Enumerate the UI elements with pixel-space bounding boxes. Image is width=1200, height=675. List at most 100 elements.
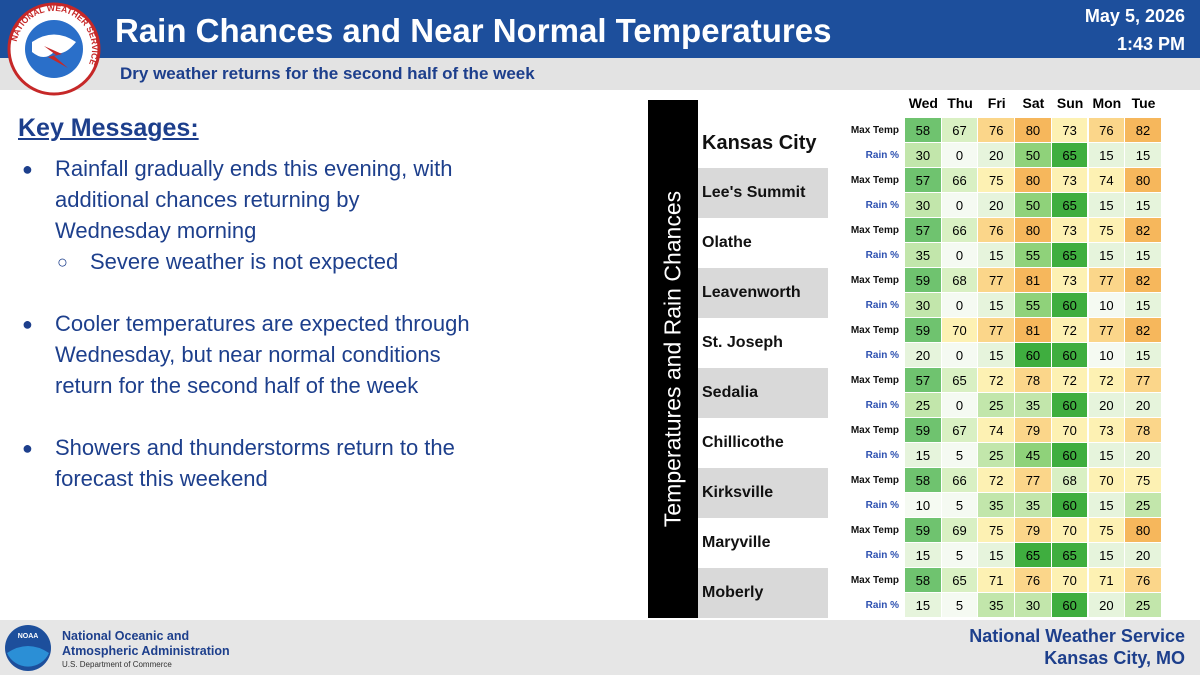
temp-cell: 58	[905, 118, 942, 143]
temp-cell: 72	[978, 368, 1016, 393]
temp-cell: 80	[1015, 168, 1052, 193]
temp-cell: 76	[1088, 118, 1126, 143]
rain-cell: 15	[905, 543, 942, 568]
key-messages-heading: Key Messages:	[18, 114, 199, 142]
rain-cell: 60	[1051, 393, 1089, 418]
temp-cell: 65	[941, 568, 979, 593]
nws-name: National Weather Service	[969, 626, 1185, 646]
sub-bullet-line: Severe weather is not expected	[90, 249, 399, 274]
temp-cell: 57	[905, 168, 942, 193]
temp-cell: 79	[1015, 418, 1052, 443]
temp-cell: 67	[941, 118, 979, 143]
rain-cell: 15	[1088, 193, 1126, 218]
row-label: Max Temp	[828, 418, 905, 443]
row-label: Rain %	[828, 493, 905, 518]
row-label: Max Temp	[828, 268, 905, 293]
temp-cell: 66	[941, 168, 979, 193]
city-name: Chillicothe	[698, 418, 828, 468]
rain-cell: 15	[978, 243, 1016, 268]
temp-cell: 72	[978, 468, 1016, 493]
temp-cell: 80	[1015, 218, 1052, 243]
rain-cell: 15	[978, 543, 1016, 568]
rain-cell: 20	[1125, 393, 1162, 418]
row-label: Max Temp	[828, 318, 905, 343]
rain-cell: 20	[1125, 543, 1162, 568]
bullet-line: Wednesday morning	[55, 218, 257, 243]
bullet-dot: ●	[22, 159, 33, 179]
temp-cell: 68	[1051, 468, 1089, 493]
temp-cell: 81	[1015, 318, 1052, 343]
city-name: Lee's Summit	[698, 168, 828, 218]
temp-cell: 79	[1015, 518, 1052, 543]
rain-cell: 65	[1051, 543, 1089, 568]
side-bar	[648, 100, 698, 618]
temp-cell: 73	[1051, 168, 1089, 193]
bullet-line: Showers and thunderstorms return to the	[55, 435, 455, 460]
temp-cell: 58	[905, 468, 942, 493]
bullet-line: forecast this weekend	[55, 466, 268, 491]
rain-cell: 0	[941, 143, 979, 168]
sub-bullet-dot: ○	[57, 252, 68, 272]
rain-cell: 20	[978, 143, 1016, 168]
temp-cell: 75	[978, 518, 1016, 543]
rain-cell: 15	[1088, 243, 1126, 268]
rain-cell: 10	[905, 493, 942, 518]
rain-cell: 20	[1125, 443, 1162, 468]
temp-cell: 70	[1051, 518, 1089, 543]
rain-cell: 25	[978, 393, 1016, 418]
rain-cell: 15	[1088, 143, 1126, 168]
temp-cell: 75	[978, 168, 1016, 193]
row-label: Rain %	[828, 293, 905, 318]
temp-cell: 77	[1088, 318, 1126, 343]
rain-cell: 0	[941, 243, 979, 268]
row-label: Rain %	[828, 343, 905, 368]
temp-cell: 82	[1125, 268, 1162, 293]
temp-cell: 82	[1125, 118, 1162, 143]
noaa-line: Atmospheric Administration	[62, 644, 230, 658]
temp-cell: 75	[1088, 218, 1126, 243]
noaa-logo: NOAA	[5, 625, 51, 671]
row-label: Rain %	[828, 143, 905, 168]
temp-cell: 82	[1125, 218, 1162, 243]
temp-cell: 77	[1088, 268, 1126, 293]
rain-cell: 15	[1125, 293, 1162, 318]
rain-cell: 45	[1015, 443, 1052, 468]
temp-cell: 75	[1125, 468, 1162, 493]
row-label: Max Temp	[828, 468, 905, 493]
city-name: St. Joseph	[698, 318, 828, 368]
temp-cell: 80	[1015, 118, 1052, 143]
bullet-line: Wednesday, but near normal conditions	[55, 342, 441, 367]
city-name: Kansas City	[698, 118, 828, 168]
temp-cell: 77	[1125, 368, 1162, 393]
rain-cell: 20	[1088, 393, 1126, 418]
temp-cell: 73	[1051, 218, 1089, 243]
row-label: Max Temp	[828, 518, 905, 543]
title: Rain Chances and Near Normal Temperature…	[115, 12, 832, 49]
temp-cell: 81	[1015, 268, 1052, 293]
temp-cell: 66	[941, 468, 979, 493]
rain-cell: 15	[1125, 243, 1162, 268]
rain-cell: 30	[1015, 593, 1052, 618]
subtitle-bar	[0, 58, 1200, 90]
temp-cell: 76	[1015, 568, 1052, 593]
temp-cell: 57	[905, 218, 942, 243]
temp-cell: 72	[1088, 368, 1126, 393]
footer-bar	[0, 620, 1200, 675]
rain-cell: 15	[1125, 143, 1162, 168]
rain-cell: 55	[1015, 243, 1052, 268]
temp-cell: 70	[1088, 468, 1126, 493]
city-name: Sedalia	[698, 368, 828, 418]
bullet-line: additional chances returning by	[55, 187, 360, 212]
temp-cell: 71	[1088, 568, 1126, 593]
rain-cell: 15	[905, 593, 942, 618]
temp-cell: 59	[905, 318, 942, 343]
temp-cell: 76	[978, 218, 1016, 243]
city-name: Kirksville	[698, 468, 828, 518]
row-label: Rain %	[828, 543, 905, 568]
rain-cell: 0	[941, 193, 979, 218]
side-label: Temperatures and Rain Chances	[659, 190, 686, 528]
temp-cell: 65	[941, 368, 979, 393]
temp-cell: 71	[978, 568, 1016, 593]
city-name: Maryville	[698, 518, 828, 568]
rain-cell: 15	[978, 293, 1016, 318]
